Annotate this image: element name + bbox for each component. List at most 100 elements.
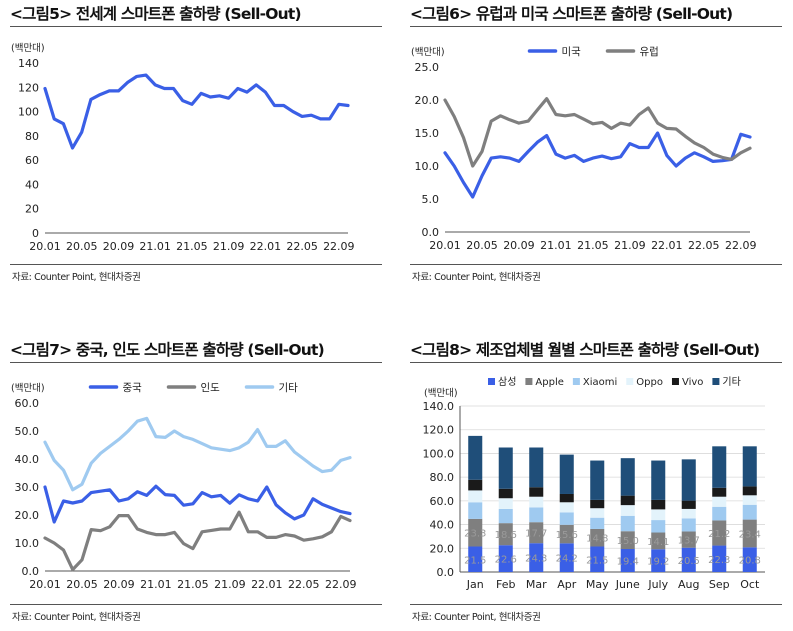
y-tick-label: 20.0 (415, 94, 440, 107)
x-tick-label: 21.01 (140, 578, 172, 591)
stacked-bar-segment (651, 520, 666, 533)
title-rule (410, 26, 782, 27)
legend-label: 삼성 (498, 376, 516, 388)
stacked-bar-segment (712, 506, 727, 521)
stacked-bar-segment (620, 515, 635, 532)
source-note: 자료: Counter Point, 현대차증권 (12, 272, 141, 283)
y-axis-unit: (백만대) (411, 47, 445, 58)
title-rule (10, 362, 382, 363)
data-label: 24.2 (556, 554, 578, 565)
source-rule (10, 604, 382, 605)
x-tick-label: 20.05 (466, 239, 498, 252)
stacked-bar-segment (681, 531, 696, 548)
legend-label: Oppo (636, 377, 663, 388)
x-tick-label: Aug (678, 578, 699, 591)
x-tick-label: 20.01 (29, 240, 61, 253)
y-tick-label: 20.0 (15, 509, 40, 522)
stacked-bar-segment (498, 447, 513, 489)
panel-china-india-shipments: <그림7> 중국, 인도 스마트폰 출하량 (Sell-Out) (백만대) 0.… (10, 338, 382, 628)
stacked-bar-segment (742, 446, 757, 487)
x-tick-label: 22.01 (250, 240, 282, 253)
data-label: 22.3 (708, 555, 730, 566)
y-tick-label: 60 (25, 154, 39, 167)
data-label: 15.0 (617, 536, 639, 547)
x-tick-label: 21.09 (213, 240, 245, 253)
y-tick-label: 10.0 (15, 537, 40, 550)
legend-label: Vivo (682, 377, 703, 388)
stacked-bar-segment (559, 493, 574, 503)
stacked-bar-segment (651, 509, 666, 521)
legend-swatch (712, 378, 720, 385)
y-tick-label: 100.0 (423, 447, 455, 460)
eu-us-shipments-chart: (백만대) 0.0 5.0 10.0 15.0 20.0 25.0 20.01 20.05 20.… (411, 45, 757, 252)
x-tick-label: 20.01 (429, 239, 461, 252)
y-axis-unit: (백만대) (11, 383, 45, 394)
source-note: 자료: Counter Point, 현대차증권 (412, 272, 541, 283)
series-line (43, 73, 350, 150)
stacked-bar-segment (468, 479, 483, 491)
stacked-bar-segment (681, 459, 696, 501)
source-note: 자료: Counter Point, 현대차증권 (412, 612, 541, 623)
x-tick-label: Apr (557, 578, 577, 591)
legend-label: 기타 (279, 382, 299, 394)
source-rule (10, 264, 382, 265)
stacked-bar-segment (590, 508, 605, 518)
y-axis-unit: (백만대) (11, 43, 45, 54)
data-label: 19.2 (647, 557, 669, 568)
stacked-bar-segment (590, 517, 605, 529)
x-tick-label: Mar (526, 578, 547, 591)
stacked-bar-segment (742, 519, 757, 548)
data-label: 23.4 (739, 529, 761, 540)
stacked-bar-segment (681, 508, 696, 519)
stacked-bar-segment (529, 543, 544, 572)
data-label: 20.5 (678, 556, 700, 567)
x-tick-label: 20.01 (29, 578, 61, 591)
stacked-bar-segment (529, 487, 544, 497)
legend-label: Apple (535, 377, 563, 388)
global-shipments-chart: (백만대) 0 20 40 60 80 100 120 140 20.01 20.05 20.09 21… (11, 43, 355, 253)
stacked-bar-segment (559, 454, 574, 494)
data-label: 23.3 (464, 529, 486, 540)
y-tick-label: 0.0 (22, 565, 40, 578)
y-tick-label: 100 (18, 106, 39, 119)
stacked-bar-segment (742, 504, 757, 520)
data-label: 22.6 (495, 555, 517, 566)
stacked-bar-segment (559, 543, 574, 572)
data-label: 14.8 (586, 534, 608, 545)
stacked-bar-segment (620, 531, 635, 549)
stacked-bar-segment (529, 507, 544, 523)
y-tick-label: 0 (32, 227, 39, 240)
x-tick-label: 22.01 (251, 578, 283, 591)
stacked-bar-segment (498, 523, 513, 546)
legend-label: Xiaomi (583, 377, 617, 388)
y-tick-label: 80 (25, 130, 39, 143)
source-rule (410, 264, 782, 265)
y-tick-label: 5.0 (422, 193, 440, 206)
y-tick-label: 0.0 (437, 566, 455, 579)
stacked-bar-segment (559, 502, 574, 513)
y-tick-label: 120.0 (423, 424, 455, 437)
stacked-bar-segment (590, 528, 605, 547)
y-tick-label: 140 (18, 57, 39, 70)
stacked-bar-segment (742, 547, 757, 572)
y-axis-unit: (백만대) (424, 388, 458, 399)
y-tick-label: 20.0 (430, 542, 455, 555)
stacked-bar-segment (498, 488, 513, 499)
x-tick-label: Feb (496, 578, 515, 591)
stacked-bar-segment (712, 520, 727, 546)
x-tick-label: 21.09 (614, 239, 646, 252)
y-tick-label: 60.0 (15, 397, 40, 410)
title-rule (410, 362, 782, 363)
chart-title: <그림6> 유럽과 미국 스마트폰 출하량 (Sell-Out) (410, 5, 733, 23)
maker-monthly-shipments-chart: (백만대) 0.0 20.0 40.0 60.0 80.0 100.0 120.0 140.0 2… (423, 376, 765, 591)
x-tick-label: 21.05 (177, 578, 209, 591)
y-tick-label: 140.0 (423, 400, 455, 413)
stacked-bar-segment (712, 496, 727, 507)
stacked-bar-segment (468, 490, 483, 503)
x-tick-label: 22.09 (325, 578, 357, 591)
legend-swatch (488, 378, 495, 385)
y-tick-label: 40.0 (430, 519, 455, 532)
y-tick-label: 50.0 (15, 425, 40, 438)
series-line (443, 97, 752, 168)
panel-maker-monthly-shipments: <그림8> 제조업체별 월별 스마트폰 출하량 (Sell-Out) (백만대)… (410, 338, 782, 628)
